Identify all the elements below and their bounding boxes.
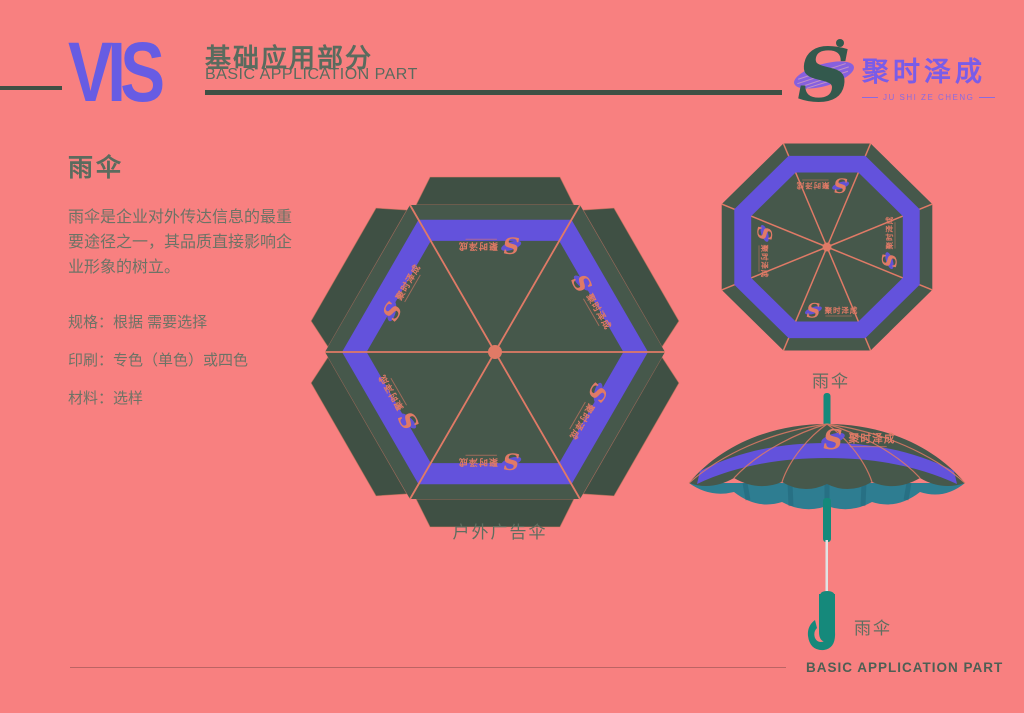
footer-rule	[70, 667, 786, 668]
brand-name-en-row: JU SHI ZE CHENG	[862, 93, 996, 102]
header-left-rule	[0, 86, 62, 90]
umbrella-shaft-wire	[825, 540, 828, 596]
side-umbrella-figure	[688, 393, 966, 651]
hex-umbrella-flaps	[310, 176, 680, 528]
page-description: 雨伞是企业对外传达信息的最重 要途径之一，其品质直接影响企 业形象的树立。	[68, 205, 318, 280]
vis-logo-text: VIS	[68, 25, 165, 119]
umbrella-logo-print	[878, 215, 902, 271]
oct-umbrella-figure	[721, 143, 933, 351]
umbrella-logo-print	[457, 447, 523, 474]
spec-material: 材料：选样	[68, 390, 144, 407]
umbrella-logo-print	[559, 376, 614, 445]
umbrella-handle	[807, 591, 836, 651]
spec-list: 规格：根据 需要选择 印刷：专色（单色）或四色 材料：选样	[68, 311, 248, 425]
umbrella-canopy-seams	[688, 423, 966, 484]
description-line: 雨伞是企业对外传达信息的最重	[68, 209, 293, 226]
oct-umbrella-band	[734, 155, 920, 339]
brand-name-en: JU SHI ZE CHENG	[883, 93, 975, 102]
umbrella-underside	[689, 483, 965, 510]
hex-umbrella-figure	[310, 176, 680, 528]
hex-umbrella-label: 户外广告伞	[452, 523, 548, 542]
umbrella-logo-print	[457, 231, 523, 258]
oct-umbrella-label: 雨伞	[812, 372, 850, 391]
umbrella-logo-print	[752, 223, 776, 279]
umbrella-logo-print	[371, 367, 427, 437]
brand-dash-right	[979, 97, 996, 98]
umbrella-canopy-band	[697, 443, 957, 484]
hex-umbrella-band	[342, 219, 648, 485]
umbrella-ferrule	[823, 393, 831, 427]
spec-size: 规格：根据 需要选择	[68, 314, 208, 331]
svg-text:S: S	[797, 35, 850, 117]
description-line: 要途径之一，其品质直接影响企	[68, 234, 293, 251]
brand-dash-left	[862, 97, 878, 98]
footer-text: BASIC APPLICATION PART	[806, 660, 1004, 675]
hex-umbrella-canopy	[325, 205, 665, 499]
brand-logo: S 聚时泽成 JU SHI ZE CHENG	[788, 35, 1008, 117]
oct-umbrella-canopy	[721, 143, 933, 351]
hex-umbrella-seams	[325, 204, 665, 500]
umbrella-underside-ribs	[742, 482, 912, 508]
page-title: 雨伞	[68, 154, 125, 182]
umbrella-logo-print	[803, 299, 859, 323]
oct-umbrella-seams	[721, 143, 933, 351]
umbrella-canopy-top	[689, 424, 965, 490]
header-title-en: BASIC APPLICATION PART	[205, 66, 418, 83]
brand-s-icon: S	[794, 35, 854, 117]
umbrella-logo-print	[795, 173, 851, 197]
umbrella-shaft-upper	[823, 498, 831, 542]
umbrella-logo-print	[563, 267, 619, 337]
brand-name-cn: 聚时泽成	[862, 57, 986, 87]
umbrella-logo-print	[376, 259, 431, 328]
description-line: 业形象的树立。	[68, 259, 181, 276]
side-umbrella-label: 雨伞	[854, 619, 892, 638]
spec-printing: 印刷：专色（单色）或四色	[68, 352, 249, 369]
header-rule	[205, 90, 782, 95]
umbrella-logo-print	[819, 424, 896, 456]
hex-umbrella-hub	[488, 345, 502, 359]
oct-umbrella-hub	[822, 242, 832, 252]
umbrella-handle-grip	[819, 594, 835, 642]
header-title-cn: 基础应用部分	[205, 43, 374, 73]
